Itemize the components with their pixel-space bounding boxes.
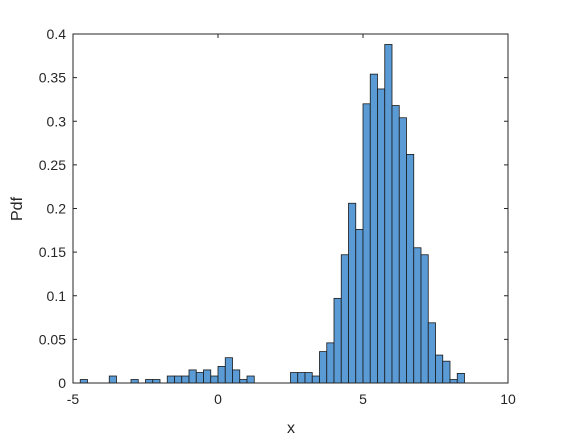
y-tick-label: 0.35 — [39, 70, 66, 86]
histogram-bar — [224, 357, 233, 384]
y-axis-label: Pdf — [9, 196, 26, 221]
histogram-bar — [377, 88, 386, 384]
histogram-bar — [406, 154, 415, 384]
histogram-bar — [348, 202, 357, 384]
y-tick-label: 0.2 — [47, 201, 67, 217]
histogram-bar — [456, 373, 465, 384]
y-tick-label: 0.05 — [39, 331, 66, 347]
y-tick-label: 0.25 — [39, 157, 66, 173]
histogram-bar — [152, 379, 161, 384]
y-tick-label: 0.3 — [47, 113, 67, 129]
histogram-bar — [326, 342, 335, 384]
histogram-bar — [232, 369, 241, 384]
histogram-bar — [145, 379, 154, 384]
x-tick-label: -5 — [67, 391, 80, 407]
histogram-bar — [239, 379, 248, 384]
histogram-bar — [304, 372, 313, 384]
histogram-bar — [217, 366, 226, 384]
histogram-bar — [203, 369, 212, 384]
histogram-bar — [290, 372, 299, 384]
y-tick-label: 0.1 — [47, 288, 67, 304]
x-tick-label: 0 — [214, 391, 222, 407]
histogram-bar — [413, 247, 422, 384]
histogram-bar — [420, 254, 429, 384]
histogram-bar — [181, 375, 190, 384]
histogram-bar — [384, 44, 393, 384]
bars-group — [79, 44, 465, 384]
histogram-bar — [79, 379, 88, 384]
histogram-bar — [246, 375, 255, 384]
axes-group — [72, 33, 509, 384]
histogram-bar — [435, 354, 444, 384]
x-tick-label: 10 — [500, 391, 516, 407]
histogram-bar — [311, 375, 320, 384]
histogram-bar — [195, 372, 204, 384]
histogram-bar — [427, 322, 436, 384]
plot-area-frame — [72, 33, 509, 384]
histogram-bar — [369, 73, 378, 384]
histogram-bar — [297, 372, 306, 384]
histogram-bar — [210, 375, 219, 384]
histogram-bar — [362, 103, 371, 384]
histogram-bar — [188, 369, 197, 384]
histogram-bar — [108, 375, 117, 384]
y-tick-label: 0 — [58, 375, 66, 391]
histogram-bar — [130, 379, 139, 384]
y-tick-label: 0.4 — [47, 26, 67, 42]
histogram-bar — [355, 229, 364, 384]
histogram-bar — [442, 360, 451, 384]
histogram-bar — [398, 117, 407, 384]
histogram-bar — [340, 254, 349, 384]
histogram-bar — [333, 297, 342, 384]
histogram-bar — [391, 105, 400, 384]
x-axis-label: x — [287, 420, 295, 437]
histogram-bar — [449, 379, 458, 384]
x-tick-label: 5 — [359, 391, 367, 407]
y-tick-label: 0.15 — [39, 244, 66, 260]
histogram-bar — [174, 375, 183, 384]
histogram-bar — [319, 351, 328, 384]
histogram-bar — [166, 375, 175, 384]
